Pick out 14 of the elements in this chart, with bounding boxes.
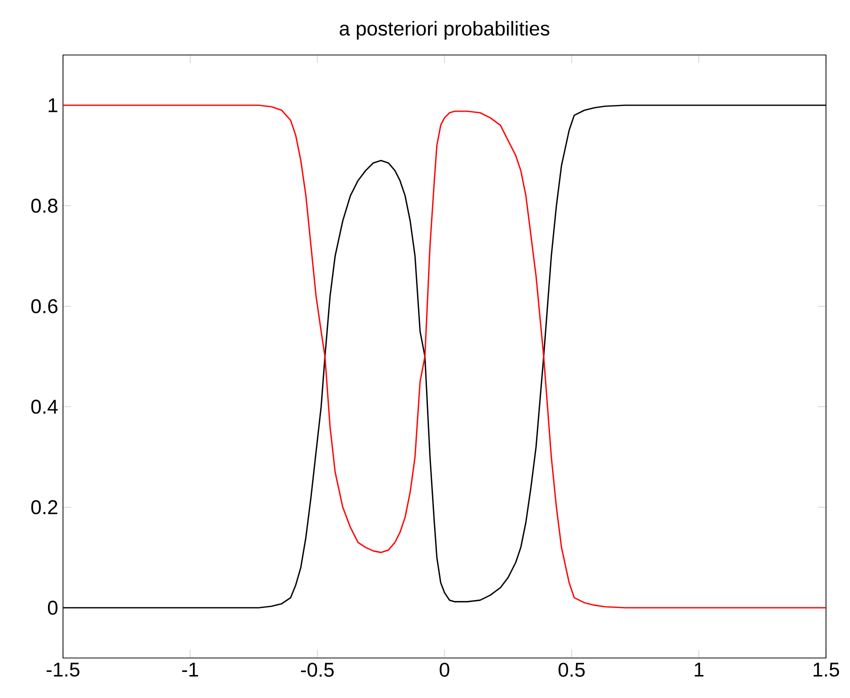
y-tick-label: 0.2 <box>31 500 58 514</box>
y-tick-label: 0.8 <box>31 198 58 213</box>
x-tick-label: -0.5 <box>300 662 334 677</box>
y-tick-label: 0.4 <box>31 400 58 414</box>
x-tick-label: 0 <box>440 662 450 677</box>
x-tick-label: 1 <box>694 662 704 676</box>
y-tick-label: 0 <box>48 600 58 615</box>
y-tick-label: 0.6 <box>31 299 58 314</box>
y-tick-label: 1 <box>48 98 58 112</box>
x-tick-label: -1 <box>182 662 198 676</box>
x-tick-label: 0.5 <box>558 662 585 677</box>
chart-title: a posteriori probabilities <box>340 20 550 40</box>
x-tick-label: 1.5 <box>814 662 840 677</box>
x-tick-label: -1.5 <box>46 662 80 677</box>
